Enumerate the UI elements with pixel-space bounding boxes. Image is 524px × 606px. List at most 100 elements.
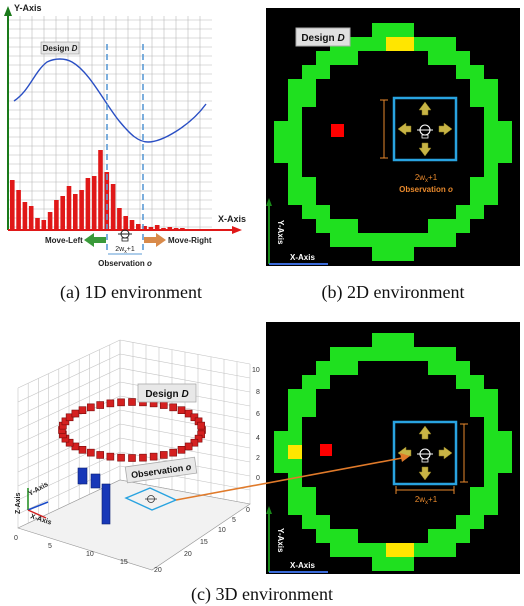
ring-cube bbox=[87, 403, 95, 412]
ring-cube bbox=[169, 403, 177, 412]
ring-cell bbox=[302, 191, 316, 205]
ring-cell bbox=[484, 79, 498, 93]
ring-cube bbox=[194, 434, 203, 443]
svg-text:15: 15 bbox=[200, 539, 208, 546]
ring-cell bbox=[330, 361, 344, 375]
ring-cell bbox=[484, 417, 498, 431]
ring-cube bbox=[65, 438, 74, 447]
svg-text:8: 8 bbox=[256, 389, 260, 396]
ring-cell bbox=[372, 543, 386, 557]
ring-cell bbox=[442, 51, 456, 65]
ring-cell bbox=[442, 37, 456, 51]
histogram-bar bbox=[98, 150, 103, 230]
ring-cell bbox=[470, 487, 484, 501]
histogram-bar bbox=[85, 178, 91, 230]
target-cell bbox=[331, 124, 344, 137]
ring-cell bbox=[442, 543, 456, 557]
ring-cell bbox=[414, 37, 428, 51]
design-label: Design D bbox=[145, 389, 188, 400]
histogram-bar bbox=[47, 212, 53, 230]
ring-cell bbox=[330, 347, 344, 361]
ring-cell bbox=[428, 37, 442, 51]
observation-histogram bbox=[10, 150, 185, 230]
observation-label: Observation o bbox=[98, 259, 152, 268]
observation-label: Observation o bbox=[399, 185, 453, 194]
observation-connector-arrow bbox=[175, 457, 403, 501]
ring-cell bbox=[484, 459, 498, 473]
ring-cube bbox=[197, 421, 205, 430]
histogram-bar bbox=[142, 226, 147, 230]
y-axis-label: Y-Axis bbox=[14, 3, 42, 13]
ring-cell bbox=[386, 557, 400, 571]
ring-cell bbox=[484, 107, 498, 121]
ring-cell bbox=[442, 361, 456, 375]
svg-text:4: 4 bbox=[256, 435, 260, 442]
ring-cell bbox=[316, 529, 330, 543]
ring-cube bbox=[96, 451, 105, 459]
move-left-label: Move-Left bbox=[45, 236, 83, 245]
ring-cell bbox=[344, 361, 358, 375]
ring-cube bbox=[78, 406, 87, 415]
observation-window bbox=[392, 420, 458, 486]
caption-b: (b) 2D environment bbox=[321, 282, 465, 302]
ring-cell bbox=[358, 543, 372, 557]
x-axis-label: X-Axis bbox=[218, 214, 246, 224]
ring-cell bbox=[274, 459, 288, 473]
ring-cell bbox=[302, 501, 316, 515]
ring-cell bbox=[302, 177, 316, 191]
ring-cell bbox=[386, 23, 400, 37]
ring-cell bbox=[386, 233, 400, 247]
ring-cell bbox=[274, 445, 288, 459]
ring-cell bbox=[400, 333, 414, 347]
observation-window bbox=[392, 96, 458, 162]
ring-cell bbox=[400, 347, 414, 361]
ring-cell bbox=[400, 233, 414, 247]
ring-cell bbox=[428, 543, 442, 557]
ring-cell bbox=[344, 233, 358, 247]
histogram-bar bbox=[22, 202, 28, 230]
panel-b-2d-diagram: Design D 2wx+1 Observation o Y-Axis X-Ax… bbox=[266, 8, 520, 266]
svg-text:0: 0 bbox=[14, 535, 18, 542]
ring-cell bbox=[316, 51, 330, 65]
ring-cell bbox=[470, 403, 484, 417]
move-arrows-icon bbox=[397, 425, 453, 481]
ring-cell bbox=[288, 459, 302, 473]
ring-cell bbox=[484, 403, 498, 417]
histogram-bar bbox=[104, 172, 110, 230]
svg-text:5: 5 bbox=[48, 543, 52, 550]
histogram-bar bbox=[28, 206, 34, 230]
ring-cell bbox=[358, 347, 372, 361]
ring-cell bbox=[302, 93, 316, 107]
x-axis-ticks: 0 5 10 15 20 bbox=[14, 535, 162, 574]
ring-cell bbox=[484, 473, 498, 487]
histogram-bar bbox=[35, 218, 40, 230]
y-axis-label: Y-Axis bbox=[276, 528, 285, 553]
histogram-bar bbox=[91, 176, 97, 230]
ring-cell bbox=[288, 149, 302, 163]
ring-cube bbox=[149, 452, 158, 461]
ring-cell bbox=[316, 65, 330, 79]
ring-cell bbox=[288, 107, 302, 121]
svg-text:5: 5 bbox=[232, 517, 236, 524]
ring-cell bbox=[498, 459, 512, 473]
ring-cell bbox=[316, 375, 330, 389]
ring-cube bbox=[128, 398, 136, 406]
ring-cell bbox=[316, 205, 330, 219]
svg-text:2: 2 bbox=[256, 455, 260, 462]
ring-cell bbox=[344, 543, 358, 557]
caption-c: (c) 3D environment bbox=[191, 584, 333, 604]
move-right-arrow-icon bbox=[144, 233, 166, 247]
histogram-bar bbox=[16, 190, 21, 230]
ring-cube bbox=[128, 454, 136, 462]
ring-cell bbox=[484, 177, 498, 191]
ring-cell bbox=[428, 219, 442, 233]
ring-cell bbox=[400, 37, 414, 51]
histogram-bar bbox=[129, 220, 135, 230]
histogram-bar bbox=[79, 190, 84, 230]
ring-cell bbox=[470, 191, 484, 205]
ring-cell bbox=[316, 361, 330, 375]
ring-cell bbox=[484, 121, 498, 135]
ring-cube bbox=[96, 401, 105, 409]
ring-cell bbox=[470, 501, 484, 515]
ring-cell bbox=[428, 529, 442, 543]
